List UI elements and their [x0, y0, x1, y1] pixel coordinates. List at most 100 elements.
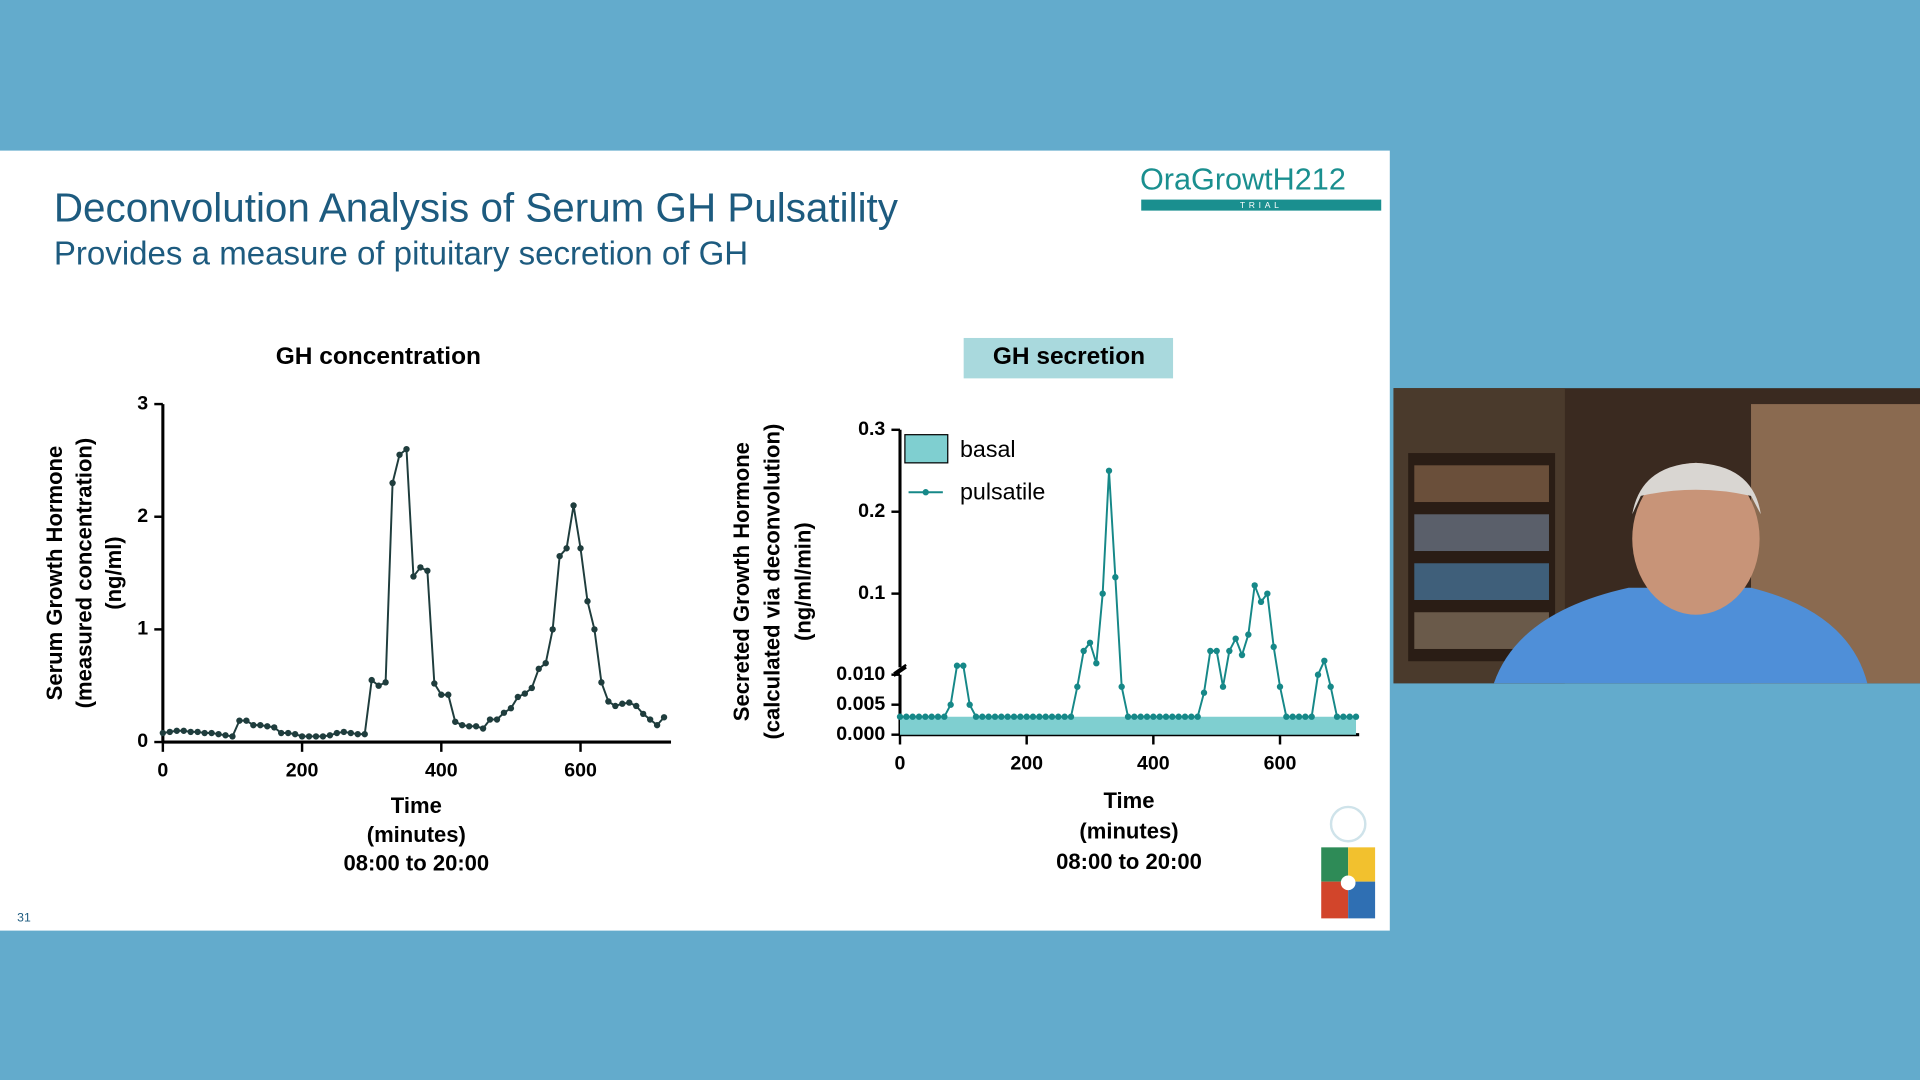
point — [1207, 647, 1214, 655]
point — [960, 662, 967, 669]
x-tick-label: 200 — [1010, 752, 1043, 774]
logo-bar — [1141, 199, 1382, 211]
point — [1010, 713, 1018, 720]
x-tick-label: 600 — [1264, 752, 1297, 774]
point — [1080, 647, 1087, 655]
x-axis-label: (minutes) — [367, 822, 466, 847]
point — [1017, 713, 1024, 720]
point — [500, 709, 508, 716]
point — [319, 733, 327, 740]
point — [479, 725, 487, 732]
point — [915, 713, 923, 720]
point — [1162, 713, 1170, 720]
point — [1093, 660, 1100, 667]
y-axis-label: (calculated via deconvolution) — [760, 424, 785, 740]
y-tick-label: 0.010 — [836, 663, 885, 685]
y-tick-label: 0.2 — [858, 500, 885, 522]
point — [291, 730, 299, 738]
point — [215, 730, 222, 738]
point — [1321, 657, 1328, 664]
point — [493, 716, 501, 723]
area — [900, 716, 1357, 735]
point — [243, 717, 250, 724]
point — [201, 729, 208, 737]
point — [1251, 582, 1258, 589]
point — [1333, 713, 1341, 720]
point — [605, 698, 612, 705]
point — [1004, 713, 1011, 720]
point — [521, 690, 529, 697]
point — [1188, 713, 1195, 720]
point — [472, 723, 480, 730]
point — [584, 598, 591, 605]
point — [1295, 713, 1303, 720]
y-tick-label: 0.1 — [858, 582, 885, 604]
point — [998, 713, 1005, 720]
logo-tag: TRIAL — [1240, 200, 1283, 210]
point — [1283, 713, 1290, 720]
point — [305, 733, 313, 740]
point — [417, 564, 424, 571]
point — [1270, 643, 1277, 651]
x-axis-label: Time — [1103, 788, 1154, 813]
point — [1314, 671, 1322, 678]
point — [257, 721, 264, 729]
point — [1137, 713, 1144, 720]
point — [1042, 713, 1049, 720]
point — [166, 728, 174, 736]
point — [284, 729, 292, 737]
point — [368, 676, 375, 684]
point — [633, 702, 640, 710]
legend-swatch — [904, 434, 949, 464]
slide — [0, 150, 1390, 931]
point — [298, 733, 306, 740]
point — [660, 714, 668, 721]
point — [598, 679, 605, 686]
x-axis-label: 08:00 to 20:00 — [1056, 849, 1202, 874]
point — [1226, 647, 1233, 655]
point — [382, 679, 389, 686]
point — [452, 718, 459, 725]
point — [459, 721, 466, 729]
slide-subtitle: Provides a measure of pituitary secretio… — [54, 236, 748, 273]
point — [1169, 713, 1176, 720]
point — [1061, 713, 1068, 720]
emblem — [1321, 805, 1376, 919]
point — [187, 728, 194, 736]
point — [966, 701, 973, 708]
point — [438, 691, 445, 698]
x-axis-label: 08:00 to 20:00 — [343, 850, 489, 875]
point — [612, 702, 619, 710]
point — [626, 699, 633, 706]
point — [1067, 713, 1075, 720]
y-tick-label: 0.3 — [858, 418, 885, 440]
point — [909, 713, 916, 720]
point — [424, 567, 431, 574]
point — [1289, 713, 1296, 720]
point — [563, 545, 570, 552]
y-axis-label: Secreted Growth Hormone — [729, 442, 754, 721]
point — [208, 729, 215, 737]
x-axis-label: Time — [391, 793, 442, 818]
y-axis-label: Serum Growth Hormone — [42, 446, 67, 701]
point — [445, 691, 452, 698]
point — [903, 713, 910, 720]
point — [1264, 590, 1271, 597]
point — [194, 728, 201, 736]
point — [985, 713, 992, 720]
point — [1143, 713, 1151, 720]
point — [591, 626, 598, 633]
x-tick-label: 400 — [425, 760, 458, 782]
point — [1150, 713, 1157, 720]
point — [340, 728, 348, 736]
point — [556, 552, 563, 560]
point — [1346, 713, 1353, 720]
point — [947, 701, 954, 708]
y-tick-label: 2 — [137, 505, 148, 527]
point — [410, 573, 417, 580]
point — [1232, 635, 1239, 642]
title-highlight — [963, 337, 1174, 379]
slide-title: Deconvolution Analysis of Serum GH Pulsa… — [54, 184, 899, 230]
y-tick-label: 1 — [137, 618, 148, 640]
point — [549, 626, 556, 633]
